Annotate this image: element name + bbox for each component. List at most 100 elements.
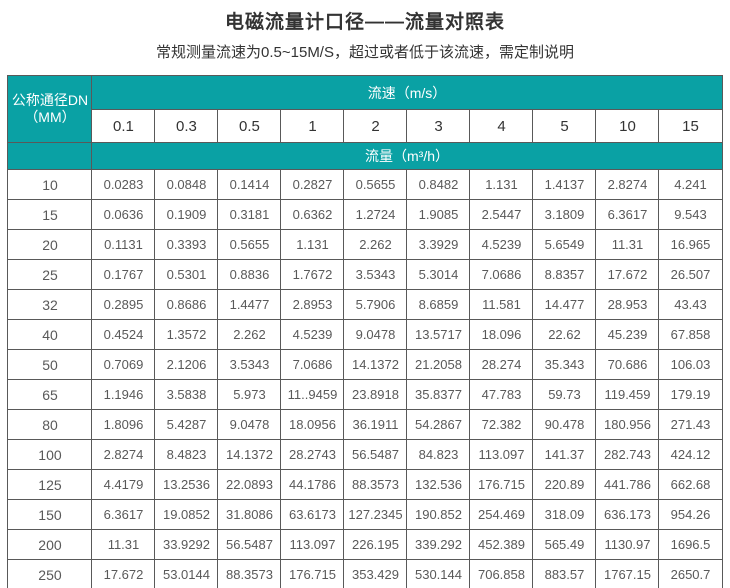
- flow-value-cell: 31.8086: [217, 499, 282, 530]
- flow-value-cell: 119.459: [595, 379, 660, 410]
- flow-value-cell: 17.672: [595, 259, 660, 290]
- flow-value-cell: 18.0956: [280, 409, 345, 440]
- flow-value-cell: 0.1767: [91, 259, 156, 290]
- table-row: 150 6.3617 19.0852 31.8086 63.6173 127.2345 19…: [7, 499, 723, 530]
- flow-value-cell: 33.9292: [154, 529, 219, 560]
- flow-value-cell: 7.0686: [469, 259, 534, 290]
- velocity-value-cell: 5: [532, 109, 597, 143]
- flow-value-cell: 1.131: [469, 169, 534, 200]
- flow-value-cell: 22.62: [532, 319, 597, 350]
- velocity-value-cell: 2: [343, 109, 408, 143]
- flow-value-cell: 11.31: [595, 229, 660, 260]
- flow-value-cell: 271.43: [658, 409, 723, 440]
- flow-value-cell: 23.8918: [343, 379, 408, 410]
- corner-header-cell: 公称通径DN （MM）: [7, 75, 93, 143]
- flow-value-cell: 14.477: [532, 289, 597, 320]
- table-row: 100 2.8274 8.4823 14.1372 28.2743 56.5487 84.8…: [7, 439, 723, 470]
- flow-value-cell: 954.26: [658, 499, 723, 530]
- flow-value-cell: 13.5717: [406, 319, 471, 350]
- velocity-values-row: 0.1 0.3 0.5 1 2 3 4 5 10 15: [8, 109, 723, 143]
- corner-header-line2: （MM）: [24, 109, 76, 125]
- flow-value-cell: 0.5301: [154, 259, 219, 290]
- flow-value-cell: 3.5343: [343, 259, 408, 290]
- flow-value-cell: 19.0852: [154, 499, 219, 530]
- flow-value-cell: 4.5239: [469, 229, 534, 260]
- flow-value-cell: 36.1911: [343, 409, 408, 440]
- flow-value-cell: 2650.7: [658, 559, 723, 588]
- flow-value-cell: 8.8357: [532, 259, 597, 290]
- flow-header-spacer-cell: [7, 142, 93, 170]
- flow-value-cell: 88.3573: [343, 469, 408, 500]
- flow-value-cell: 0.1414: [217, 169, 282, 200]
- velocity-value-cell: 0.1: [91, 109, 156, 143]
- flow-value-cell: 0.4524: [91, 319, 156, 350]
- velocity-value-cell: 0.5: [217, 109, 282, 143]
- flow-value-cell: 0.0848: [154, 169, 219, 200]
- flow-value-cell: 8.4823: [154, 439, 219, 470]
- flow-value-cell: 113.097: [280, 529, 345, 560]
- flow-value-cell: 4.4179: [91, 469, 156, 500]
- flow-value-cell: 26.507: [658, 259, 723, 290]
- flow-table-body: 10 0.0283 0.0848 0.1414 0.2827 0.5655 0.8482 1.…: [7, 169, 723, 588]
- flow-value-cell: 1.2724: [343, 199, 408, 230]
- dn-value-cell: 25: [7, 259, 93, 290]
- flow-value-cell: 28.953: [595, 289, 660, 320]
- flow-value-cell: 14.1372: [217, 439, 282, 470]
- flow-value-cell: 220.89: [532, 469, 597, 500]
- flow-value-cell: 1.4477: [217, 289, 282, 320]
- flow-value-cell: 43.43: [658, 289, 723, 320]
- flow-value-cell: 35.343: [532, 349, 597, 380]
- flow-value-cell: 3.5343: [217, 349, 282, 380]
- flow-value-cell: 706.858: [469, 559, 534, 588]
- flow-value-cell: 0.8482: [406, 169, 471, 200]
- flow-value-cell: 56.5487: [343, 439, 408, 470]
- dn-value-cell: 125: [7, 469, 93, 500]
- flow-value-cell: 282.743: [595, 439, 660, 470]
- flow-value-cell: 4.5239: [280, 319, 345, 350]
- flow-value-cell: 226.195: [343, 529, 408, 560]
- page-title: 电磁流量计口径——流量对照表: [224, 12, 505, 33]
- flow-value-cell: 9.0478: [343, 319, 408, 350]
- flow-value-cell: 70.686: [595, 349, 660, 380]
- flow-value-cell: 59.73: [532, 379, 597, 410]
- flow-value-cell: 0.7069: [91, 349, 156, 380]
- flow-value-cell: 5.7906: [343, 289, 408, 320]
- dn-value-cell: 80: [7, 409, 93, 440]
- dn-value-cell: 200: [7, 529, 93, 560]
- flow-value-cell: 113.097: [469, 439, 534, 470]
- flow-value-cell: 53.0144: [154, 559, 219, 588]
- flow-value-cell: 1.1946: [91, 379, 156, 410]
- flow-value-cell: 353.429: [343, 559, 408, 588]
- dn-value-cell: 40: [7, 319, 93, 350]
- dn-value-cell: 65: [7, 379, 93, 410]
- flow-value-cell: 106.03: [658, 349, 723, 380]
- table-row: 200 11.31 33.9292 56.5487 113.097 226.195 339.…: [7, 529, 723, 560]
- flow-value-cell: 2.262: [217, 319, 282, 350]
- flow-value-cell: 47.783: [469, 379, 534, 410]
- table-row: 32 0.2895 0.8686 1.4477 2.8953 5.7906 8.6859 11…: [7, 289, 723, 320]
- flow-value-cell: 1.3572: [154, 319, 219, 350]
- flow-value-cell: 0.5655: [343, 169, 408, 200]
- flow-value-cell: 0.8836: [217, 259, 282, 290]
- flow-value-cell: 5.4287: [154, 409, 219, 440]
- flow-value-cell: 2.8274: [91, 439, 156, 470]
- table-row: 15 0.0636 0.1909 0.3181 0.6362 1.2724 1.9085 2.…: [7, 199, 723, 230]
- flow-value-cell: 883.57: [532, 559, 597, 588]
- flow-value-cell: 0.3393: [154, 229, 219, 260]
- flow-value-cell: 6.3617: [91, 499, 156, 530]
- flow-value-cell: 132.536: [406, 469, 471, 500]
- flow-value-cell: 4.241: [658, 169, 723, 200]
- velocity-value-cell: 4: [469, 109, 534, 143]
- flow-value-cell: 452.389: [469, 529, 534, 560]
- flow-value-cell: 424.12: [658, 439, 723, 470]
- flow-value-cell: 1767.15: [595, 559, 660, 588]
- flow-value-cell: 5.973: [217, 379, 282, 410]
- flow-value-cell: 35.8377: [406, 379, 471, 410]
- flow-value-cell: 90.478: [532, 409, 597, 440]
- dn-value-cell: 250: [7, 559, 93, 588]
- flow-value-cell: 2.8953: [280, 289, 345, 320]
- flow-value-cell: 0.1909: [154, 199, 219, 230]
- flow-value-cell: 56.5487: [217, 529, 282, 560]
- velocity-header-cell: 流速（m/s）: [91, 75, 723, 110]
